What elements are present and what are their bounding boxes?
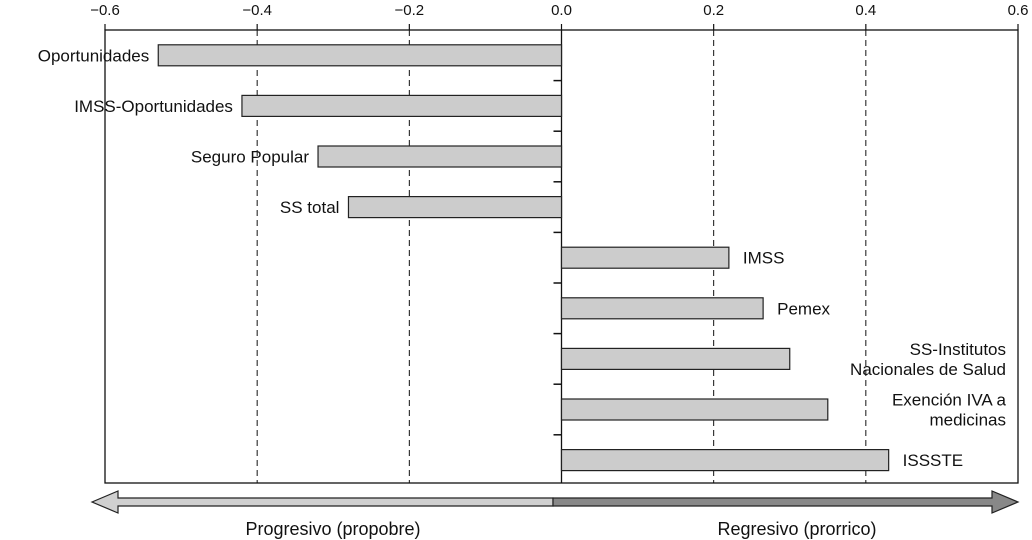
bar-8 xyxy=(560,449,890,472)
bar-label-6: SS-Institutos Nacionales de Salud xyxy=(850,340,1006,379)
arrow-right-regressive xyxy=(552,490,1020,514)
bar-label-0: Oportunidades xyxy=(38,46,150,65)
bar-2 xyxy=(317,145,563,168)
bar-label-5: Pemex xyxy=(777,299,830,318)
bar-1 xyxy=(241,94,563,118)
bar-5 xyxy=(560,297,764,320)
x-tick-label: 0.4 xyxy=(855,2,876,19)
bar-label-3: SS total xyxy=(280,198,340,217)
bars xyxy=(157,44,890,472)
x-tick-label: 0.0 xyxy=(551,2,572,19)
bar-labels: Oportunidades IMSS-Oportunidades Seguro Po… xyxy=(38,46,1007,470)
bar-3 xyxy=(347,196,563,219)
direction-arrow: Progresivo (propobre) Regresivo (prorric… xyxy=(90,490,1020,539)
bar-label-1: IMSS-Oportunidades xyxy=(74,97,233,116)
bar-4 xyxy=(560,246,730,269)
arrow-left-progressive xyxy=(90,490,554,514)
x-tick-label: −0.4 xyxy=(242,2,272,19)
bar-6 xyxy=(560,347,791,370)
arrow-label-progressive: Progresivo (propobre) xyxy=(245,519,420,539)
x-tick-label: 0.6 xyxy=(1008,2,1029,19)
x-tick-label: 0.2 xyxy=(703,2,724,19)
x-tick-label: −0.6 xyxy=(90,2,120,19)
arrow-label-regressive: Regresivo (prorrico) xyxy=(717,519,876,539)
bar-label-7: Exención IVA a medicinas xyxy=(892,391,1007,430)
bar-label-2: Seguro Popular xyxy=(191,148,309,167)
axes: −0.6 −0.4 −0.2 0.0 0.2 0.4 0.6 xyxy=(90,2,1029,484)
bar-label-4: IMSS xyxy=(743,249,785,268)
bar-7 xyxy=(560,398,829,421)
bar-0 xyxy=(157,44,563,67)
x-tick-label: −0.2 xyxy=(395,2,425,19)
bar-label-8: ISSSTE xyxy=(903,451,963,470)
